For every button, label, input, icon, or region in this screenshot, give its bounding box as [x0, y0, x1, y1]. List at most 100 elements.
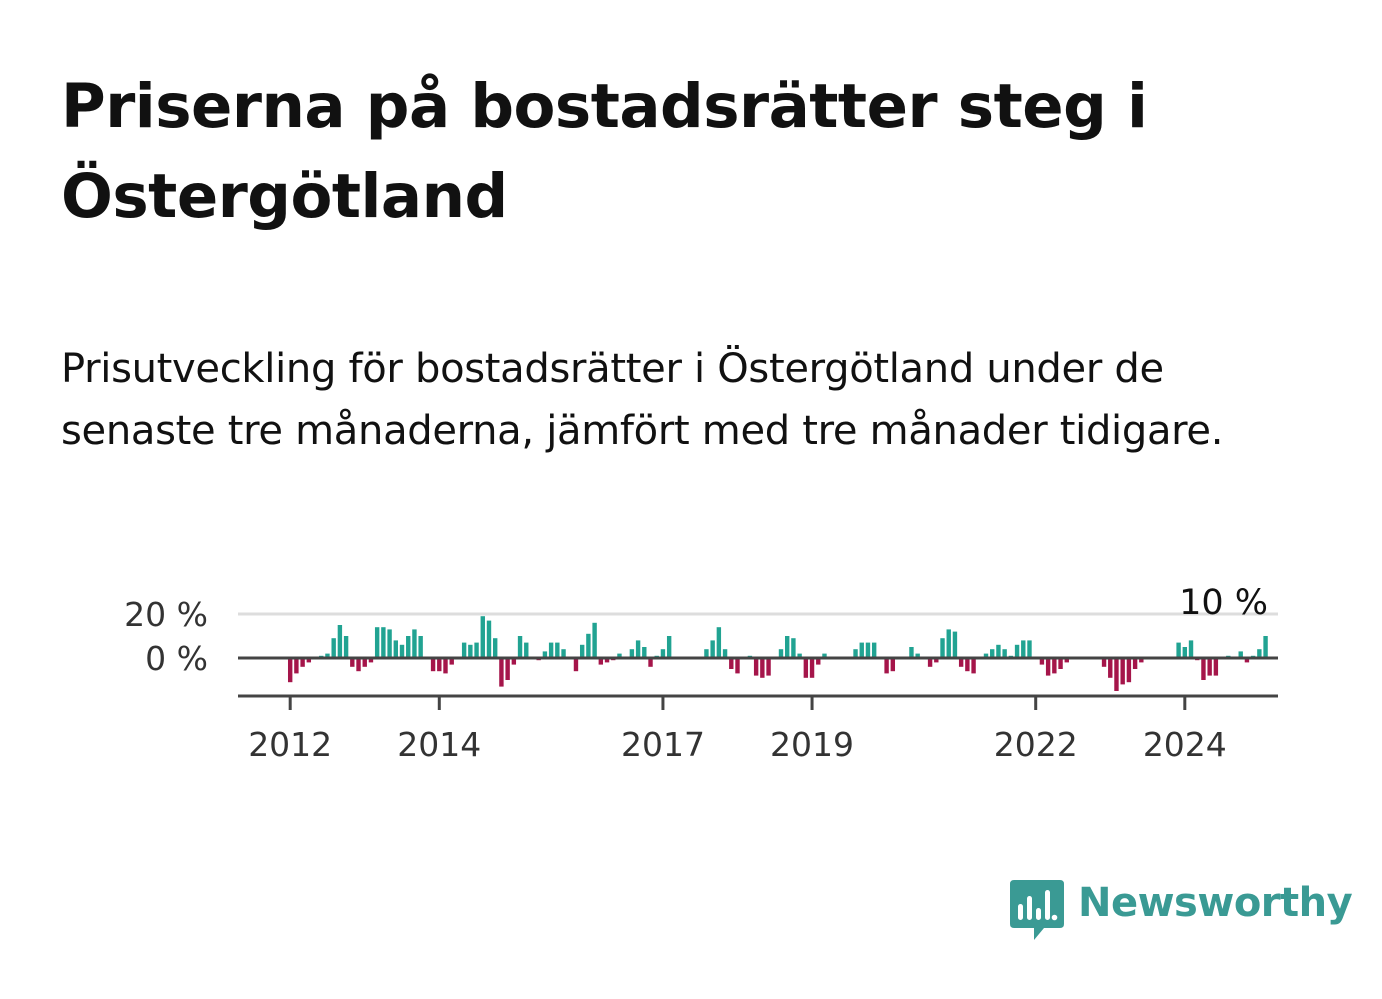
bar-chart: 0 % 20 % 2012 2014 2017 2019 2022 2024 10 % [124, 583, 1278, 764]
bar [1021, 640, 1026, 658]
bar [1139, 658, 1144, 663]
bar [406, 636, 411, 658]
bar [579, 644, 585, 658]
bar [1263, 636, 1268, 658]
bar [1045, 658, 1051, 676]
y-tick-label: 0 % [145, 639, 208, 678]
bar [1182, 647, 1188, 658]
bar [1213, 658, 1219, 676]
bar [1188, 640, 1194, 658]
x-tick-label: 2019 [770, 725, 854, 764]
x-tick-label: 2024 [1143, 725, 1227, 764]
bar [331, 638, 336, 658]
bar [760, 658, 765, 678]
bar [865, 642, 871, 658]
bar [1014, 644, 1020, 658]
bar [350, 658, 355, 667]
bar [729, 658, 734, 669]
bar [474, 642, 479, 658]
bar [505, 658, 510, 680]
bar [1052, 658, 1057, 674]
bar [1201, 658, 1206, 680]
bar [884, 658, 889, 674]
bar [306, 658, 312, 663]
bar [437, 658, 442, 672]
bar [387, 629, 392, 658]
bar [343, 636, 349, 658]
bar [753, 658, 759, 676]
bar [468, 644, 473, 658]
bar [803, 658, 809, 678]
bar [511, 658, 517, 665]
bar [940, 638, 945, 658]
bar [859, 642, 864, 658]
bar [766, 658, 771, 676]
bar [362, 658, 367, 667]
bar [735, 658, 740, 674]
bar [493, 638, 498, 658]
bar [337, 625, 343, 658]
bar [722, 649, 728, 658]
bar [356, 658, 361, 672]
bar [809, 658, 815, 678]
bar [548, 642, 554, 658]
bar [983, 653, 989, 658]
bar [1176, 642, 1181, 658]
bar [1207, 658, 1212, 676]
x-tick-label: 2014 [397, 725, 481, 764]
bar [958, 658, 964, 667]
bar [1114, 658, 1119, 691]
bar [1244, 658, 1250, 663]
bar [300, 658, 305, 667]
x-tick-label: 2022 [994, 725, 1078, 764]
bar [573, 658, 579, 672]
bar [890, 658, 896, 672]
bar [797, 653, 802, 658]
bar [561, 649, 566, 658]
x-tick-label: 2017 [621, 725, 705, 764]
bar [461, 642, 467, 658]
bar [716, 627, 722, 658]
chart-title: Priserna på bostadsrätter steg i Östergö… [61, 71, 1148, 232]
bar [871, 642, 877, 658]
bar [934, 658, 939, 663]
bar [412, 629, 417, 658]
bar [617, 653, 622, 658]
bar [393, 640, 398, 658]
bar [853, 649, 858, 658]
bar [418, 636, 423, 658]
bar [909, 647, 914, 658]
bar [660, 649, 666, 658]
bar [1108, 658, 1113, 678]
x-ticks: 2012 2014 2017 2019 2022 2024 [248, 696, 1227, 764]
bar [443, 658, 448, 674]
bar [586, 633, 591, 658]
bar [486, 620, 492, 658]
bars [287, 616, 1268, 691]
bar [629, 649, 635, 658]
bar [542, 651, 548, 658]
bar [971, 658, 976, 674]
bar [381, 627, 386, 658]
bar [524, 642, 529, 658]
bar [1064, 658, 1069, 663]
bar [710, 640, 715, 658]
bar [368, 658, 374, 663]
bar [965, 658, 970, 672]
bar [648, 658, 653, 667]
bar [592, 622, 597, 658]
bar [952, 631, 958, 658]
bar [480, 616, 485, 658]
bar [990, 649, 995, 658]
bar [604, 658, 610, 663]
bar [791, 638, 796, 658]
bar [778, 649, 784, 658]
bar [704, 649, 709, 658]
bar [946, 629, 951, 658]
bar [449, 658, 454, 665]
newsworthy-wordmark: Newsworthy [1078, 880, 1353, 926]
bar [1238, 651, 1243, 658]
bar [499, 658, 504, 687]
x-tick-label: 2012 [248, 725, 332, 764]
y-tick-labels: 0 % 20 % [124, 595, 208, 678]
